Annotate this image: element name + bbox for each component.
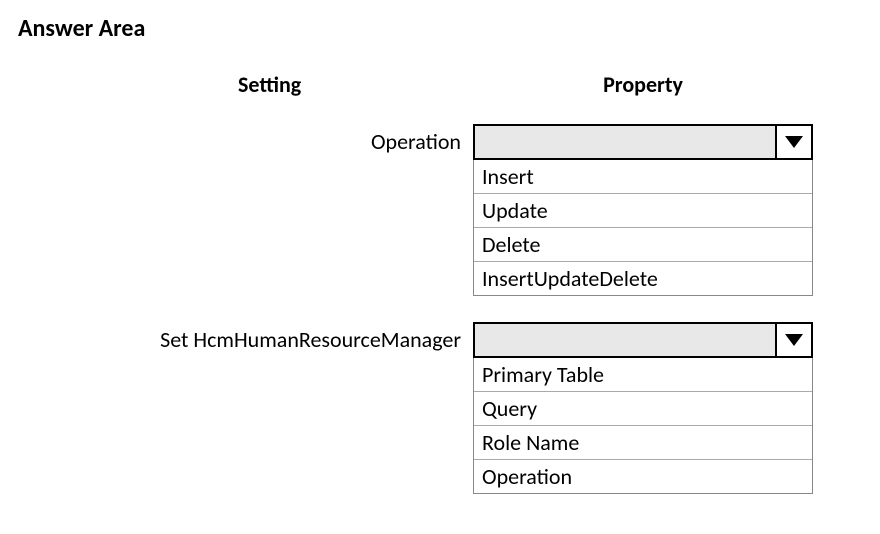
option-delete[interactable]: Delete (474, 228, 812, 262)
header-property: Property (473, 71, 813, 98)
property-group-operation: Insert Update Delete InsertUpdateDelete (473, 124, 813, 296)
dropdown-field-operation[interactable] (475, 126, 775, 158)
option-primary-table[interactable]: Primary Table (474, 358, 812, 392)
dropdown-arrow-hcm[interactable] (775, 324, 811, 356)
option-list-operation: Insert Update Delete InsertUpdateDelete (473, 160, 813, 296)
option-insertupdatedelete[interactable]: InsertUpdateDelete (474, 262, 812, 295)
page-title: Answer Area (18, 14, 862, 43)
option-role-name[interactable]: Role Name (474, 426, 812, 460)
option-update[interactable]: Update (474, 194, 812, 228)
chevron-down-icon (785, 334, 803, 346)
setting-label-operation: Operation (18, 124, 473, 155)
option-insert[interactable]: Insert (474, 160, 812, 194)
option-query[interactable]: Query (474, 392, 812, 426)
header-setting: Setting (18, 71, 473, 98)
property-group-hcm: Primary Table Query Role Name Operation (473, 322, 813, 494)
option-operation[interactable]: Operation (474, 460, 812, 493)
dropdown-operation[interactable] (473, 124, 813, 160)
dropdown-hcm[interactable] (473, 322, 813, 358)
dropdown-arrow-operation[interactable] (775, 126, 811, 158)
column-headers: Setting Property (18, 71, 862, 98)
setting-row-operation: Operation Insert Update Delete InsertUpd… (18, 124, 862, 296)
dropdown-field-hcm[interactable] (475, 324, 775, 356)
setting-label-hcm: Set HcmHumanResourceManager (18, 322, 473, 353)
option-list-hcm: Primary Table Query Role Name Operation (473, 358, 813, 494)
chevron-down-icon (785, 136, 803, 148)
setting-row-hcm: Set HcmHumanResourceManager Primary Tabl… (18, 322, 862, 494)
